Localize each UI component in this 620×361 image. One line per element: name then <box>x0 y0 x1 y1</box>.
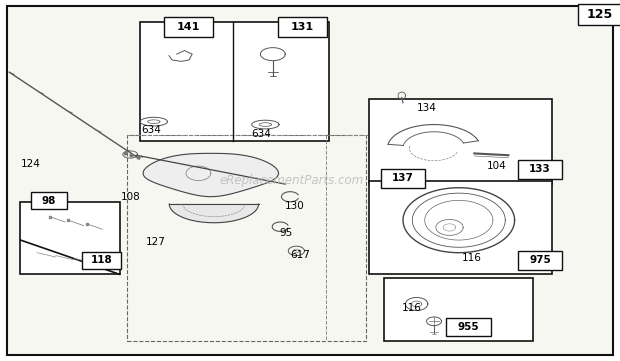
Text: 116: 116 <box>402 303 422 313</box>
Text: 131: 131 <box>291 22 314 32</box>
Text: 634: 634 <box>141 125 161 135</box>
Bar <box>31 192 67 209</box>
Text: 134: 134 <box>417 103 436 113</box>
Text: 95: 95 <box>279 228 292 238</box>
Bar <box>578 4 620 25</box>
Bar <box>140 22 329 141</box>
Text: 116: 116 <box>462 253 482 263</box>
Bar <box>164 17 213 37</box>
Text: eReplacementParts.com: eReplacementParts.com <box>219 174 363 187</box>
Text: 975: 975 <box>529 255 551 265</box>
Polygon shape <box>143 153 278 197</box>
Bar <box>127 135 366 341</box>
Bar <box>369 99 552 184</box>
Bar <box>518 160 562 179</box>
Text: 125: 125 <box>587 8 613 21</box>
Text: 955: 955 <box>458 322 479 332</box>
Bar <box>446 318 491 336</box>
Text: 617: 617 <box>290 249 310 260</box>
Text: 98: 98 <box>42 196 56 206</box>
Text: 118: 118 <box>91 255 113 265</box>
Text: 108: 108 <box>121 192 141 202</box>
Bar <box>518 251 562 270</box>
Text: 137: 137 <box>392 173 414 183</box>
Text: 127: 127 <box>146 237 166 247</box>
Text: 130: 130 <box>285 201 305 211</box>
Polygon shape <box>169 204 259 223</box>
Bar <box>278 17 327 37</box>
Bar <box>369 180 552 274</box>
Bar <box>82 252 121 269</box>
Text: 124: 124 <box>20 159 40 169</box>
Bar <box>384 278 533 341</box>
Text: 104: 104 <box>487 161 507 171</box>
Text: 133: 133 <box>529 164 551 174</box>
Text: 634: 634 <box>251 129 271 139</box>
Text: 141: 141 <box>177 22 200 32</box>
Bar <box>381 169 425 188</box>
Bar <box>20 202 120 274</box>
